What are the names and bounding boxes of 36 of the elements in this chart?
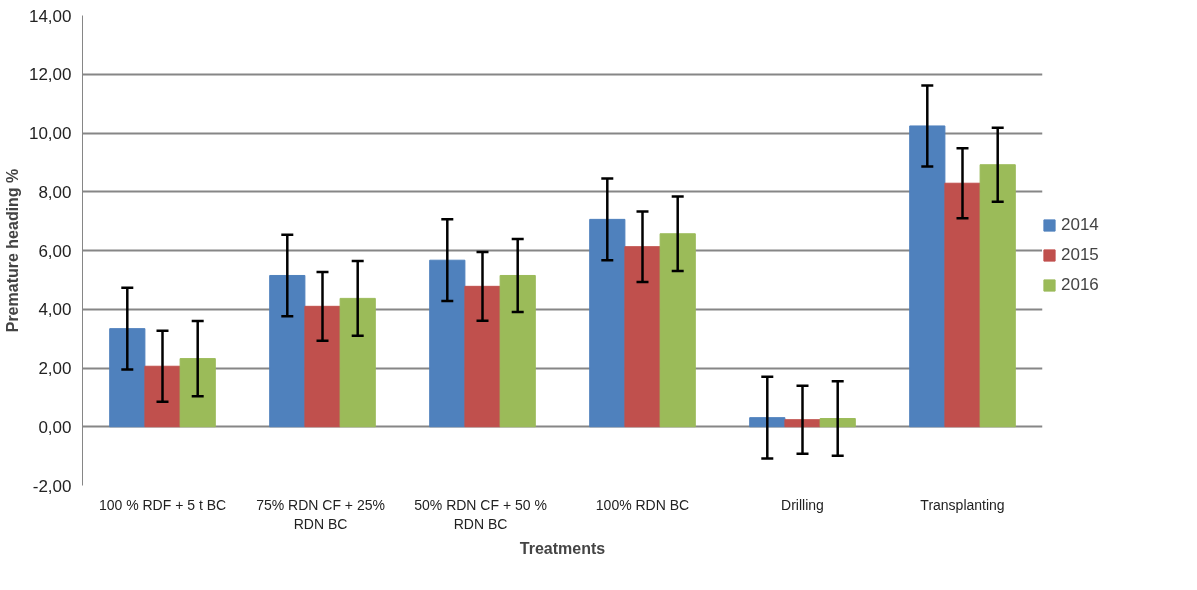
y-tick-label: 6,00 <box>38 241 72 261</box>
bar <box>339 297 376 428</box>
y-tick-label: -2,00 <box>32 476 72 496</box>
y-tick-label: 0,00 <box>38 417 72 437</box>
x-tick-label: 75% RDN CF + 25% RDN BC <box>256 496 385 532</box>
bar <box>464 285 501 428</box>
bar <box>304 305 341 428</box>
legend-label: 2016 <box>1061 275 1099 295</box>
y-tick-label: 2,00 <box>38 359 72 378</box>
bar <box>499 274 536 428</box>
y-axis-title: Premature heading % <box>3 168 21 333</box>
x-axis-title: Treatments <box>519 539 606 557</box>
bar <box>909 125 946 428</box>
bar <box>819 418 856 428</box>
y-tick-label: 12,00 <box>28 65 72 85</box>
x-tick-label: 50% RDN CF + 50 % RDN BC <box>414 496 547 532</box>
y-tick-label: 4,00 <box>38 300 72 320</box>
bar <box>624 246 661 428</box>
y-tick-label: 14,00 <box>28 6 72 26</box>
bar <box>269 274 306 428</box>
bar <box>109 328 146 428</box>
legend-label: 2014 <box>1061 215 1099 235</box>
bar <box>179 358 216 428</box>
bar <box>944 182 981 428</box>
y-tick-label: 10,00 <box>28 124 72 143</box>
bar <box>429 259 466 428</box>
x-tick-label: 100% RDN BC <box>595 496 690 513</box>
bar <box>144 365 181 428</box>
bar <box>659 233 696 428</box>
y-tick-label: 8,00 <box>38 182 72 202</box>
x-tick-label: 100 % RDF + 5 t BC <box>98 496 227 513</box>
bar <box>979 164 1016 428</box>
x-tick-label: Drilling <box>781 496 824 513</box>
x-tick-label: Transplanting <box>920 496 1005 513</box>
bar <box>589 218 626 428</box>
legend-label: 2015 <box>1061 245 1099 265</box>
